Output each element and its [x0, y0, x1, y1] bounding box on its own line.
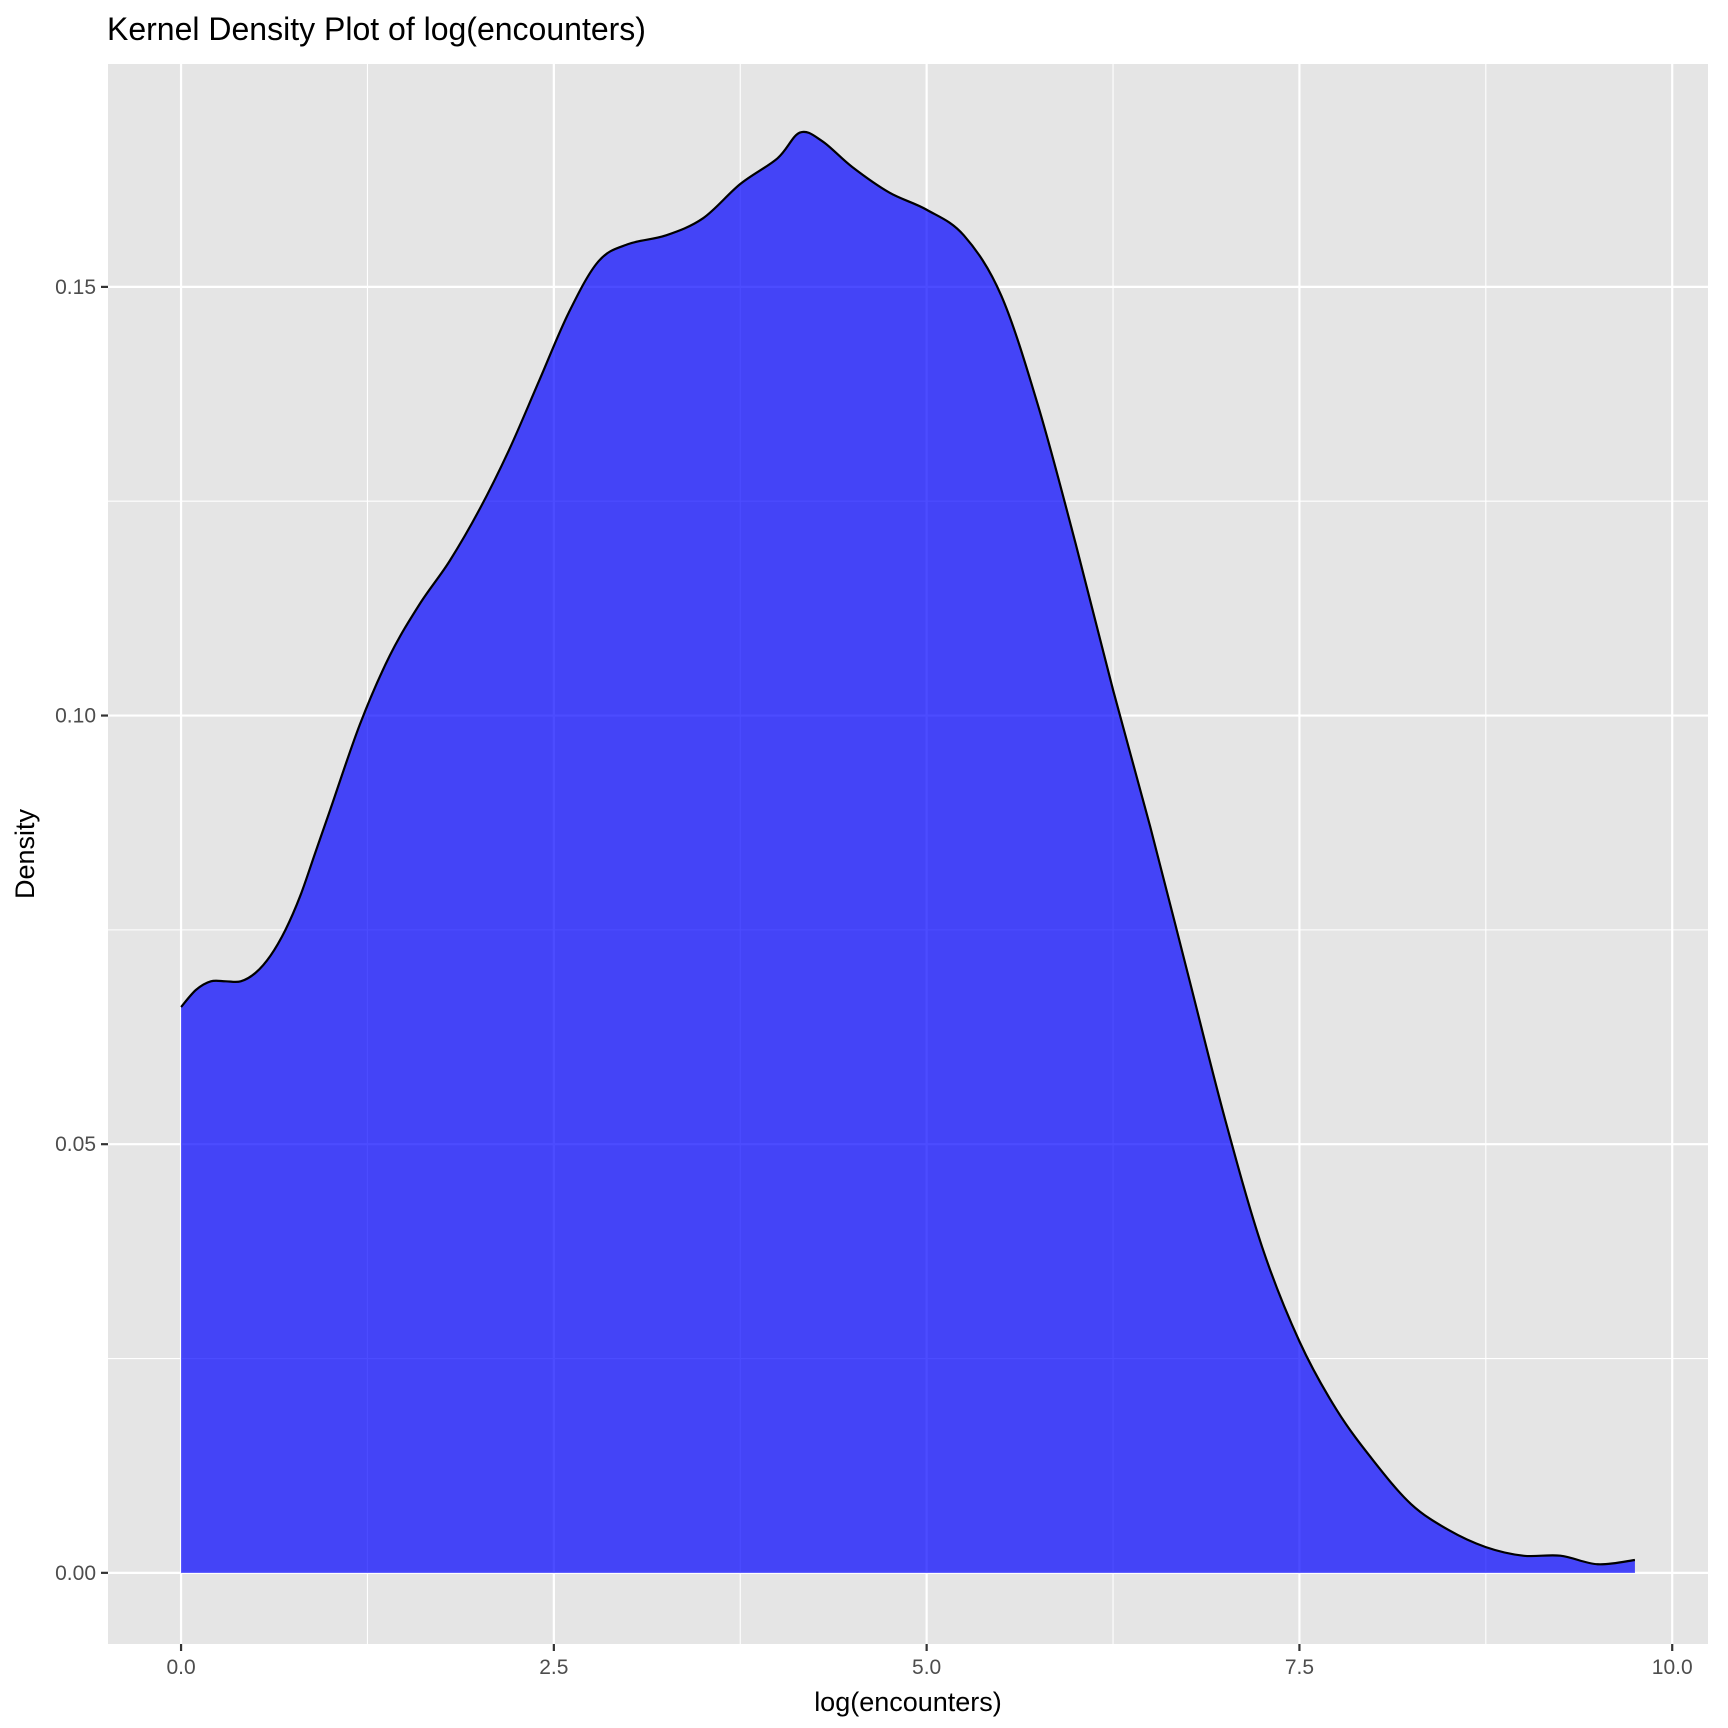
y-axis-title: Density [10, 808, 40, 899]
x-tick-label: 2.5 [539, 1656, 568, 1679]
density-line [180, 130, 1636, 1566]
y-tick-label: 0.15 [55, 276, 96, 299]
density-area [181, 131, 1635, 1573]
x-tick-label: 10.0 [1652, 1656, 1693, 1679]
x-axis-ticks: 0.0 2.5 5.0 7.5 10.0 [166, 1644, 1693, 1679]
x-tick-label: 0.0 [166, 1656, 195, 1679]
chart-title: Kernel Density Plot of log(encounters) [107, 11, 646, 47]
x-axis-title: log(encounters) [814, 1687, 1002, 1717]
y-tick-label: 0.00 [55, 1562, 96, 1585]
x-tick-label: 7.5 [1285, 1656, 1314, 1679]
y-axis-ticks: 0.00 0.05 0.10 0.15 [55, 276, 108, 1585]
y-tick-label: 0.05 [55, 1133, 96, 1156]
y-tick-label: 0.10 [55, 705, 96, 728]
x-tick-label: 5.0 [912, 1656, 941, 1679]
